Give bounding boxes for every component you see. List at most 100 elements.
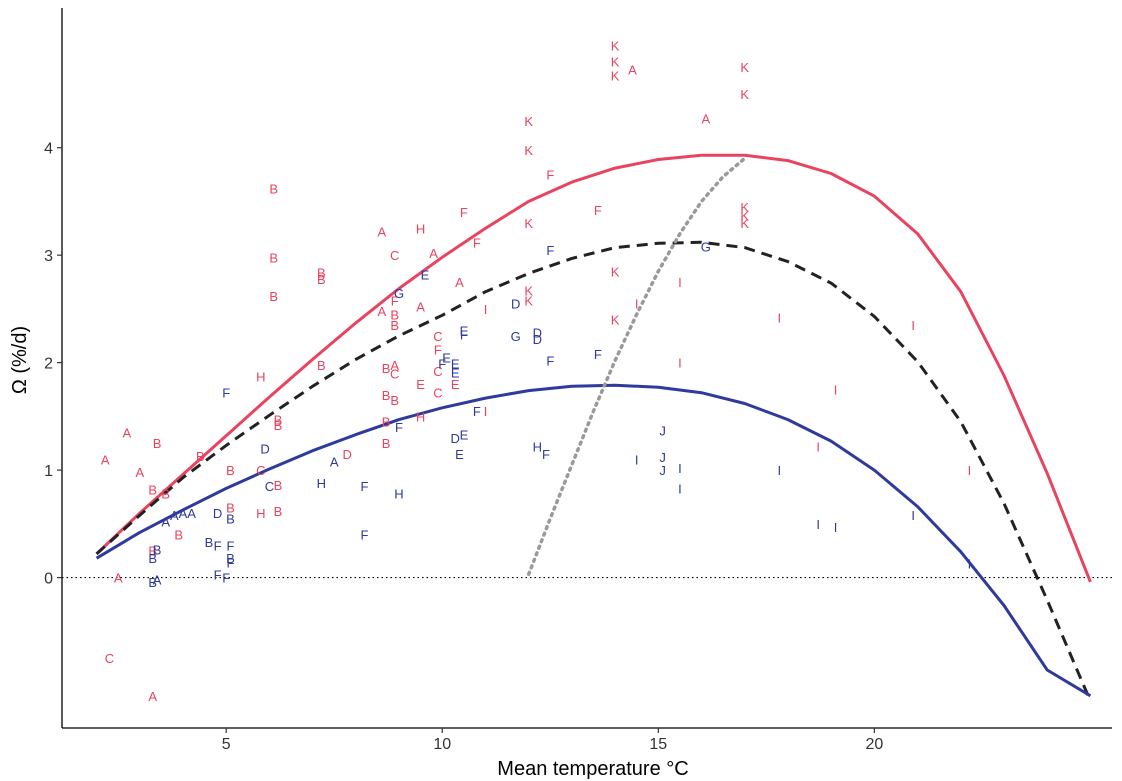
point-label: B xyxy=(382,361,391,376)
point-label: B xyxy=(226,551,235,566)
point-label: C xyxy=(433,386,442,401)
point-label: K xyxy=(524,216,533,231)
point-label: F xyxy=(460,205,468,220)
point-label: K xyxy=(611,55,620,70)
point-label: B xyxy=(226,511,235,526)
point-label: B xyxy=(196,449,205,464)
point-label: A xyxy=(377,225,386,240)
point-label: I xyxy=(635,297,639,312)
point-label: B xyxy=(382,415,391,430)
y-tick-label: 0 xyxy=(44,571,53,588)
x-ticks: 5 10 15 20 xyxy=(222,728,883,753)
point-label: B xyxy=(390,318,399,333)
curves xyxy=(62,153,1112,702)
point-label: B xyxy=(317,358,326,373)
point-label: I xyxy=(968,557,972,572)
y-tick-label: 1 xyxy=(44,463,53,480)
point-label: C xyxy=(256,463,265,478)
point-label: E xyxy=(451,365,460,380)
point-label: B xyxy=(274,478,283,493)
y-tick-label: 2 xyxy=(44,356,53,373)
point-label: F xyxy=(546,243,554,258)
curve-dashed-dashed xyxy=(95,240,1092,702)
point-label: F xyxy=(361,528,369,543)
point-label: B xyxy=(205,535,214,550)
point-label: F xyxy=(460,328,468,343)
point-label: J xyxy=(659,423,666,438)
point-label: B xyxy=(161,487,170,502)
point-label: I xyxy=(911,318,915,333)
point-label: D xyxy=(213,506,222,521)
point-label: B xyxy=(274,504,283,519)
point-label: B xyxy=(148,551,157,566)
point-label: K xyxy=(740,200,749,215)
point-label: K xyxy=(524,143,533,158)
point-label: E xyxy=(442,350,451,365)
point-label: K xyxy=(524,114,533,129)
point-label: C xyxy=(433,364,442,379)
point-label: H xyxy=(256,506,265,521)
point-label: I xyxy=(678,356,682,371)
curve-solid-blue xyxy=(95,383,1092,698)
point-label: G xyxy=(394,286,404,301)
point-label: C xyxy=(265,479,274,494)
point-label: K xyxy=(611,264,620,279)
point-label: F xyxy=(227,556,235,571)
point-label: F xyxy=(227,538,235,553)
point-label: B xyxy=(269,289,278,304)
x-tick-label: 20 xyxy=(865,736,883,753)
point-label: A xyxy=(161,515,170,530)
point-label: C xyxy=(390,366,399,381)
point-label: K xyxy=(740,60,749,75)
point-label: A xyxy=(135,465,144,480)
point-label: K xyxy=(740,216,749,231)
point-label: K xyxy=(524,293,533,308)
y-axis-title: Ω (%/d) xyxy=(9,326,31,394)
point-label: G xyxy=(511,329,521,344)
point-label: A xyxy=(429,246,438,261)
point-label: J xyxy=(659,450,666,465)
point-label: F xyxy=(395,420,403,435)
point-label: F xyxy=(434,343,442,358)
point-label: B xyxy=(390,307,399,322)
point-label: E xyxy=(416,377,425,392)
point-label: A xyxy=(101,452,110,467)
point-label: A xyxy=(114,571,123,586)
point-label: F xyxy=(222,571,230,586)
point-label: B xyxy=(382,436,391,451)
point-label: F xyxy=(473,235,481,250)
point-label: F xyxy=(214,538,222,553)
point-label: I xyxy=(777,463,781,478)
x-tick-label: 10 xyxy=(433,736,451,753)
point-label: C xyxy=(390,248,399,263)
point-label: B xyxy=(390,393,399,408)
x-tick-label: 15 xyxy=(649,736,667,753)
point-label: A xyxy=(330,455,339,470)
point-label: K xyxy=(740,87,749,102)
point-label: D xyxy=(533,332,542,347)
point-label: G xyxy=(701,240,711,255)
point-label: A xyxy=(416,300,425,315)
point-label: A xyxy=(187,506,196,521)
point-label: H xyxy=(256,370,265,385)
point-label: H xyxy=(416,409,425,424)
point-label: A xyxy=(122,426,131,441)
point-label: I xyxy=(911,508,915,523)
axes xyxy=(61,8,1112,729)
point-label: D xyxy=(511,297,520,312)
point-label: F xyxy=(542,447,550,462)
point-label: F xyxy=(546,354,554,369)
point-label: H xyxy=(533,439,542,454)
point-label: C xyxy=(433,329,442,344)
curve-dotted-dotted xyxy=(526,156,747,577)
x-axis-title: Mean temperature °C xyxy=(497,758,688,780)
point-label: E xyxy=(460,428,469,443)
point-label: B xyxy=(382,388,391,403)
point-label: H xyxy=(394,487,403,502)
point-label: E xyxy=(460,323,469,338)
point-label: K xyxy=(611,39,620,54)
point-label: A xyxy=(148,689,157,704)
point-label: A xyxy=(153,573,162,588)
point-label: F xyxy=(594,203,602,218)
point-label: B xyxy=(269,182,278,197)
